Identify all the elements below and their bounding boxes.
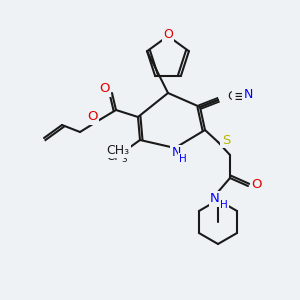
Text: 3: 3 [121, 155, 127, 164]
Text: ≡: ≡ [234, 89, 246, 104]
Text: N: N [171, 146, 181, 160]
Text: C: C [228, 91, 236, 103]
Text: CH: CH [106, 149, 124, 163]
Text: H: H [220, 200, 228, 210]
Text: O: O [163, 28, 173, 41]
Text: O: O [99, 82, 109, 95]
Text: N: N [243, 88, 253, 101]
Text: CH₃: CH₃ [106, 143, 130, 157]
Text: O: O [252, 178, 262, 190]
Text: N: N [210, 193, 220, 206]
Text: O: O [87, 110, 97, 124]
Text: H: H [179, 154, 187, 164]
Text: S: S [222, 134, 230, 146]
